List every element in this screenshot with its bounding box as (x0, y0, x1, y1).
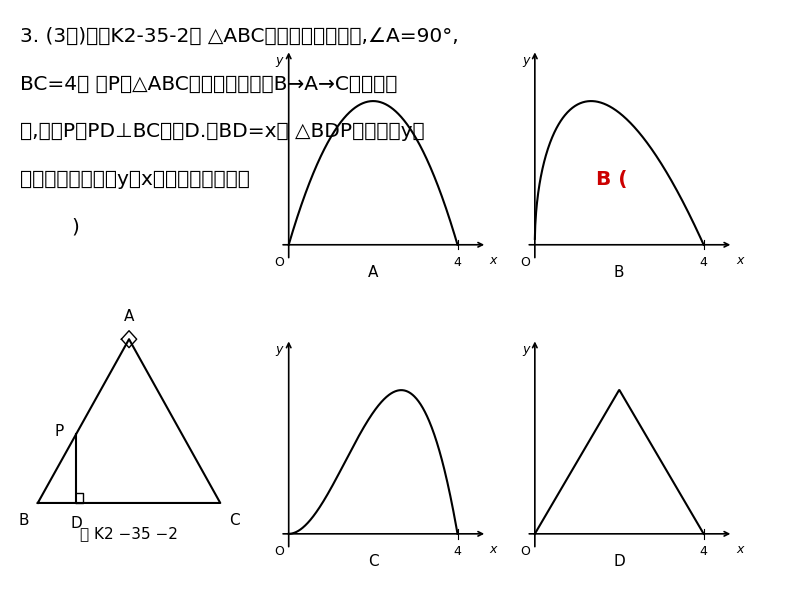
Text: A: A (368, 265, 378, 280)
Text: x: x (490, 543, 497, 556)
Text: 4: 4 (700, 256, 707, 269)
Text: x: x (736, 543, 743, 556)
Text: ): ) (71, 218, 79, 237)
Text: P: P (54, 424, 64, 439)
Text: x: x (490, 254, 497, 267)
Text: O: O (521, 256, 530, 269)
Text: B: B (614, 265, 625, 280)
Text: 3. (3分)如图K2-35-2， △ABC是等腼直角三角形,∠A=90°,: 3. (3分)如图K2-35-2， △ABC是等腼直角三角形,∠A=90°, (20, 27, 459, 46)
Text: y: y (522, 343, 530, 356)
Text: B (: B ( (596, 170, 627, 189)
Text: O: O (275, 256, 284, 269)
Text: y: y (276, 54, 283, 67)
Text: D: D (614, 554, 625, 569)
Text: C: C (368, 554, 379, 569)
Text: O: O (275, 545, 284, 558)
Text: A: A (124, 309, 134, 324)
Text: 动,过点P作PD⊥BC于点D.讽BD=x， △BDP的面积为y，: 动,过点P作PD⊥BC于点D.讽BD=x， △BDP的面积为y， (20, 122, 425, 141)
Text: C: C (229, 513, 240, 528)
Text: y: y (276, 343, 283, 356)
Text: 4: 4 (453, 545, 461, 558)
Text: O: O (521, 545, 530, 558)
Text: B: B (18, 513, 29, 528)
Text: y: y (522, 54, 530, 67)
Text: 则下列能大致反映y与x函数关系的图象是: 则下列能大致反映y与x函数关系的图象是 (20, 170, 250, 189)
Text: D: D (70, 516, 82, 530)
Text: 4: 4 (700, 545, 707, 558)
Text: x: x (736, 254, 743, 267)
Text: 图 K2 −35 −2: 图 K2 −35 −2 (80, 526, 178, 541)
Text: 4: 4 (453, 256, 461, 269)
Text: BC=4， 点P是△ABC边上一动点，沿B→A→C的路径移: BC=4， 点P是△ABC边上一动点，沿B→A→C的路径移 (20, 74, 397, 94)
